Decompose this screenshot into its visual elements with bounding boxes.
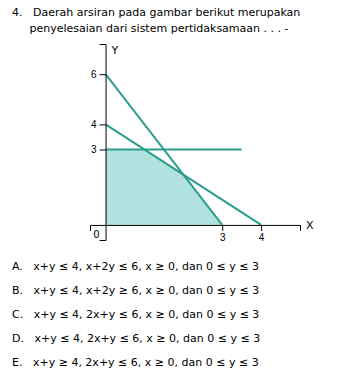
y-tick-label: 4 bbox=[91, 119, 97, 130]
x-tick-label: 4 bbox=[259, 232, 265, 243]
x-tick-label: 3 bbox=[220, 232, 226, 243]
y-tick-mark bbox=[100, 74, 106, 75]
x-axis-line bbox=[91, 225, 301, 231]
annotation: 0 bbox=[93, 229, 99, 240]
y-tick-mark bbox=[100, 150, 106, 151]
line bbox=[106, 149, 242, 151]
shaded-region bbox=[106, 150, 223, 225]
line bbox=[106, 124, 262, 225]
option: C. x+y ≤ 4, 2x+y ≤ 6, x ≥ 0, dan 0 ≤ y ≤… bbox=[12, 308, 259, 321]
y-tick: 6 bbox=[91, 69, 106, 80]
x-axis: 34 bbox=[91, 225, 301, 243]
option: A. x+y ≤ 4, x+2y ≤ 6, x ≥ 0, dan 0 ≤ y ≤… bbox=[12, 260, 259, 273]
plot-area bbox=[106, 74, 262, 225]
x-tick: 3 bbox=[220, 225, 226, 243]
y-axis: 3 4 6 bbox=[91, 45, 106, 241]
x-tick-mark bbox=[222, 225, 223, 231]
chart: 4. Daerah arsiran pada gambar berikut me… bbox=[0, 0, 361, 384]
option: D. x+y ≤ 4, 2x+y ≤ 6, x ≥ 0, dan 0 ≤ y ≤… bbox=[12, 332, 260, 345]
title: 4. Daerah arsiran pada gambar berikut me… bbox=[12, 6, 300, 19]
x-tick: 4 bbox=[259, 225, 265, 243]
x-tick-mark bbox=[261, 225, 262, 231]
y-tick-mark bbox=[100, 124, 106, 125]
y-tick: 4 bbox=[91, 119, 106, 130]
option: B. x+y ≤ 4, x+2y ≥ 6, x ≥ 0, dan 0 ≤ y ≤… bbox=[12, 284, 259, 297]
y-tick-label: 6 bbox=[91, 69, 97, 80]
option: E. x+y ≥ 4, 2x+y ≤ 6, x ≥ 0, dan 0 ≤ y ≤… bbox=[12, 356, 259, 369]
subtitle: penyelesaian dari sistem pertidaksamaan … bbox=[12, 22, 289, 35]
y-tick: 3 bbox=[91, 144, 106, 155]
y-axis-line bbox=[100, 45, 107, 241]
y-tick-label: 3 bbox=[91, 144, 97, 155]
x-axis-label: X bbox=[306, 219, 314, 232]
y-axis-label: Y bbox=[111, 44, 119, 57]
